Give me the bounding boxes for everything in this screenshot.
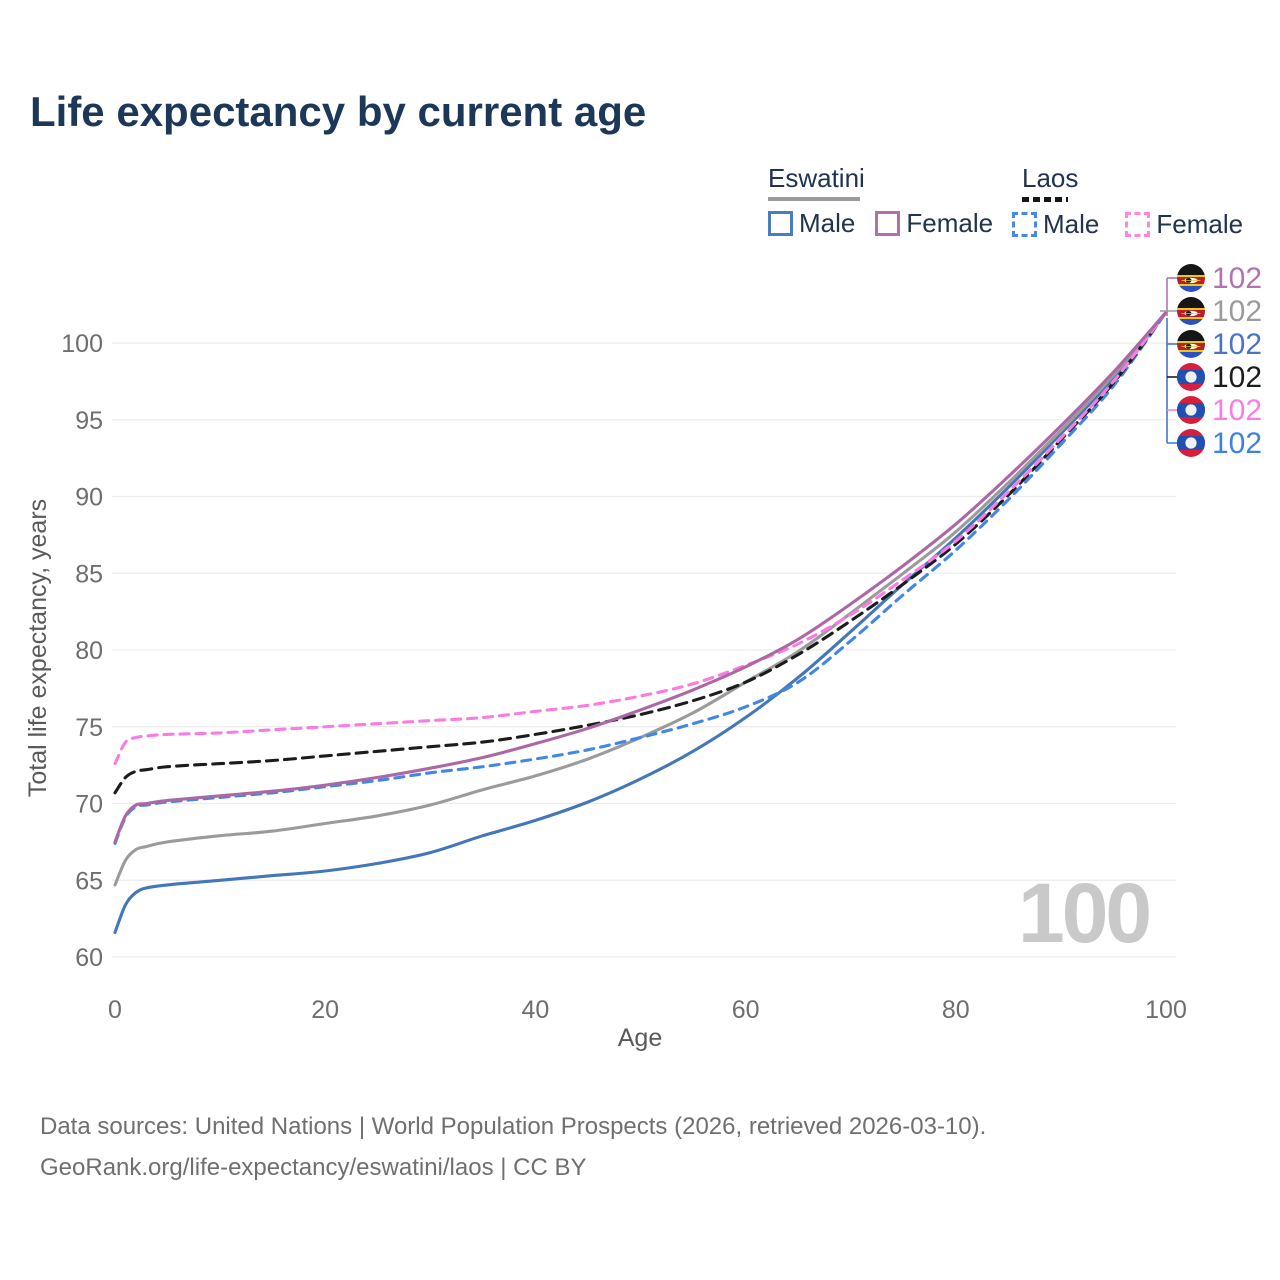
y-tick-label: 95 [75, 407, 103, 435]
legend-group-laos: Laos Male Female [1012, 163, 1243, 240]
end-label-laos-female: 102 [1177, 394, 1262, 427]
legend-label: Male [799, 208, 856, 238]
legend-label: Male [1043, 209, 1100, 239]
axis-tick-labels: 60 65 70 75 80 85 90 95 100 0 20 40 60 80 100 [61, 330, 1187, 1024]
end-label-laos: 102 [1177, 361, 1262, 394]
end-value-label: 102 [1212, 394, 1262, 427]
x-axis-title: Age [618, 1024, 662, 1052]
legend: Eswatini Male Female Laos Male [0, 0, 1280, 250]
x-tick-label: 100 [1145, 996, 1187, 1024]
x-tick-label: 80 [942, 996, 970, 1024]
series-line-laos [113, 310, 1168, 795]
y-tick-label: 65 [75, 867, 103, 895]
end-label-laos-male: 102 [1177, 427, 1262, 460]
footer-attribution: GeoRank.org/life-expectancy/eswatini/lao… [40, 1154, 587, 1181]
laos-flag-icon [1177, 363, 1205, 391]
x-tick-label: 0 [108, 996, 122, 1024]
series-curves [113, 310, 1168, 934]
legend-group-eswatini: Eswatini Male Female [768, 163, 993, 239]
x-tick-label: 40 [521, 996, 549, 1024]
end-value-label: 102 [1212, 361, 1262, 394]
laos-dashed-line-swatch [1022, 197, 1068, 202]
legend-item-laos-female[interactable]: Female [1125, 209, 1243, 240]
x-tick-label: 60 [732, 996, 760, 1024]
end-value-label: 102 [1212, 427, 1262, 460]
y-tick-label: 60 [75, 944, 103, 972]
y-tick-label: 70 [75, 791, 103, 819]
chart-title: Life expectancy by current age [30, 88, 647, 135]
end-value-label: 102 [1212, 262, 1262, 295]
laos-male-checkbox[interactable] [1012, 212, 1037, 237]
y-tick-label: 80 [75, 637, 103, 665]
legend-item-eswatini-female[interactable]: Female [875, 208, 993, 239]
legend-country-eswatini: Eswatini [768, 163, 865, 193]
eswatini-male-checkbox[interactable] [768, 211, 793, 236]
legend-label: Female [1156, 209, 1244, 239]
y-tick-label: 100 [61, 330, 103, 358]
eswatini-flag-icon [1177, 297, 1205, 325]
legend-country-laos: Laos [1022, 163, 1079, 193]
series-line-laos-male [113, 310, 1168, 845]
y-tick-label: 75 [75, 714, 103, 742]
eswatini-solid-line-swatch [768, 197, 860, 201]
footer-data-sources: Data sources: United Nations | World Pop… [40, 1113, 987, 1140]
end-value-label: 102 [1212, 295, 1262, 328]
y-axis-title: Total life expectancy, years [24, 499, 52, 797]
series-line-laos-female [113, 310, 1168, 766]
eswatini-female-checkbox[interactable] [875, 211, 901, 236]
legend-item-laos-male[interactable]: Male [1012, 209, 1099, 240]
end-label-eswatini-male: 102 [1177, 328, 1262, 361]
gridlines [112, 342, 1176, 958]
end-label-eswatini-female: 102 [1177, 262, 1262, 295]
x-tick-label: 20 [311, 996, 339, 1024]
eswatini-flag-icon [1177, 264, 1205, 292]
laos-flag-icon [1177, 429, 1205, 457]
end-label-eswatini: 102 [1177, 295, 1262, 328]
leader-lines [1160, 277, 1177, 444]
series-line-eswatini-female [113, 310, 1168, 844]
laos-female-checkbox[interactable] [1125, 212, 1151, 237]
footer: Data sources: United Nations | World Pop… [40, 1106, 986, 1188]
eswatini-flag-icon [1177, 330, 1205, 358]
series-line-eswatini [113, 310, 1168, 887]
legend-item-eswatini-male[interactable]: Male [768, 208, 855, 239]
y-tick-label: 85 [75, 560, 103, 588]
end-value-label: 102 [1212, 328, 1262, 361]
age-watermark: 100 [1018, 866, 1149, 960]
legend-label: Female [906, 208, 994, 238]
y-tick-label: 90 [75, 484, 103, 512]
laos-flag-icon [1177, 396, 1205, 424]
series-line-eswatini-male [113, 310, 1168, 934]
